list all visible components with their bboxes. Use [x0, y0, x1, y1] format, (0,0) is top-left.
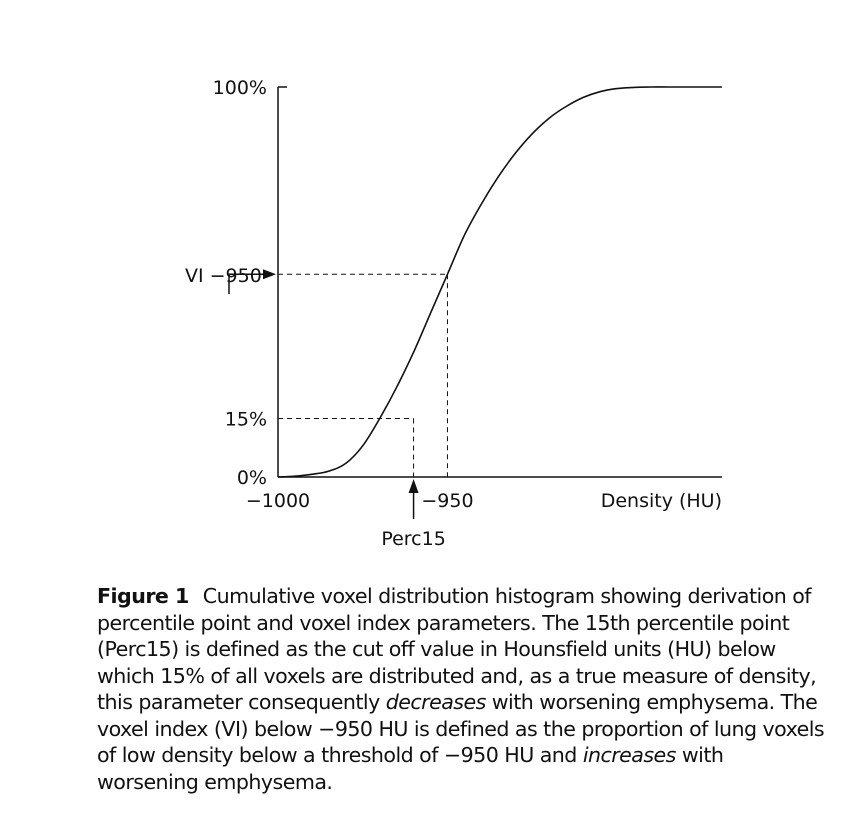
guide-lines — [278, 273, 448, 477]
vi-arrow-line — [228, 273, 266, 294]
x-tick-labels: −1000 −950 — [246, 490, 474, 512]
caption-segment: with worsening emphysema. — [97, 743, 724, 794]
y-tick-label: 0% — [237, 467, 267, 489]
y-tick-labels: 0% 15% 100% — [213, 77, 267, 489]
x-tick-label: −950 — [421, 490, 473, 512]
vi-950-label: VI −950 — [185, 265, 262, 287]
x-tick-label: −1000 — [246, 490, 310, 512]
y-tick-label: 15% — [225, 409, 267, 431]
perc15-label: Perc15 — [381, 528, 446, 550]
caption-segment: Cumulative voxel distribution histogram … — [97, 584, 817, 714]
caption-segment: with worsening emphysema. The voxel inde… — [97, 690, 825, 767]
figure-label: Figure 1 — [97, 584, 189, 608]
caption-emphasis: decreases — [385, 690, 487, 714]
cumulative-distribution-chart: 0% 15% 100% −1000 −950 Density (HU) VI −950… — [185, 77, 722, 550]
caption-emphasis: increases — [582, 743, 677, 767]
figure-caption: Figure 1 Cumulative voxel distribution hi… — [97, 583, 827, 795]
caption-text: Cumulative voxel distribution histogram … — [97, 584, 825, 794]
vi-arrow-head — [263, 269, 276, 280]
annotations: VI −950 Perc15 — [185, 265, 446, 550]
cumulative-curve — [277, 86, 722, 478]
axes — [277, 86, 722, 478]
x-axis-label: Density (HU) — [601, 490, 722, 512]
y-tick-label: 100% — [213, 77, 267, 99]
perc15-arrow-head — [408, 479, 419, 493]
